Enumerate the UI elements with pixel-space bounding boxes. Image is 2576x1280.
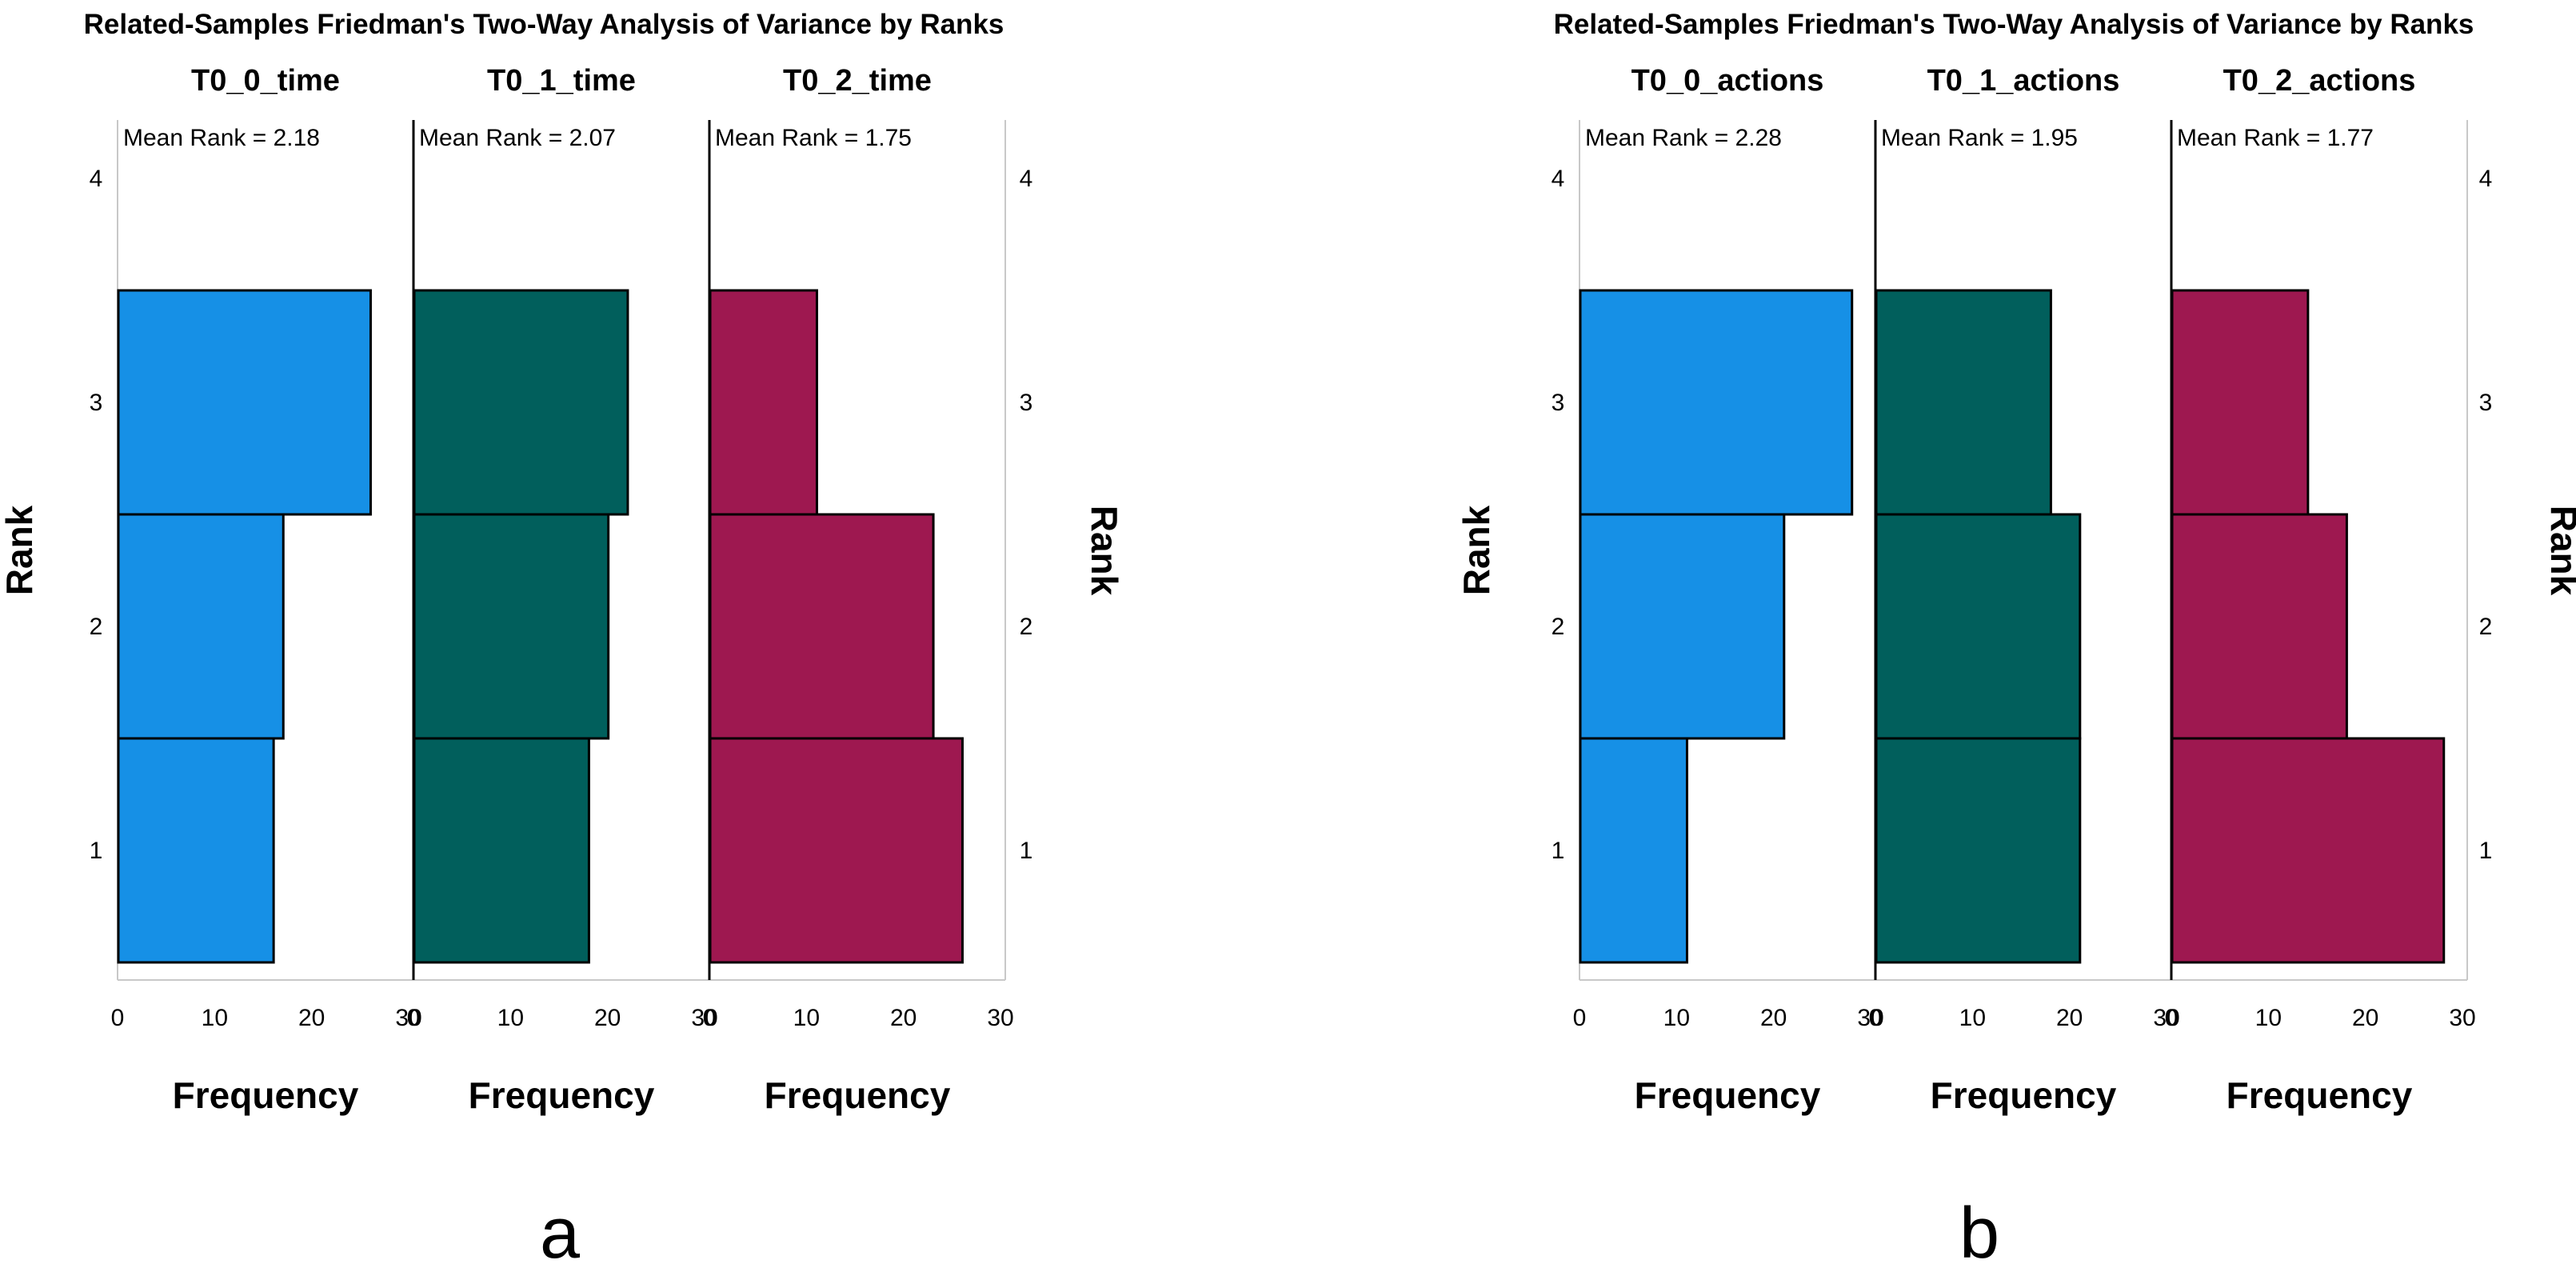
chart-title: Related-Samples Friedman's Two-Way Analy… [84, 9, 1004, 40]
rank-tick-label-right: 1 [1020, 838, 1033, 864]
x-tick-label: 0 [407, 1005, 421, 1031]
bar-rank-2 [2171, 513, 2348, 740]
rank-tick-label-left: 1 [90, 838, 103, 864]
rank-tick-label-left: 2 [1552, 614, 1565, 640]
rank-axis-title-right: Rank [1084, 506, 1125, 596]
rank-axis-title-right: Rank [2543, 506, 2576, 596]
x-tick-label: 0 [111, 1005, 125, 1031]
x-tick-label: 20 [1760, 1005, 1787, 1031]
rank-tick-label-right: 3 [1020, 390, 1033, 416]
rank-tick-label-left: 4 [90, 166, 103, 192]
x-tick-label: 10 [202, 1005, 228, 1031]
x-tick-label: 30 [691, 1005, 717, 1031]
x-axis-title: Frequency [765, 1074, 951, 1116]
panel-title: T0_2_time [783, 64, 932, 98]
bar-rank-1 [1875, 737, 2082, 964]
bar-rank-2 [117, 513, 285, 740]
chart-title: Related-Samples Friedman's Two-Way Analy… [1554, 9, 2474, 40]
rank-tick-label-right: 2 [1020, 614, 1033, 640]
panel-title: T0_1_time [487, 64, 636, 98]
panel-title: T0_0_actions [1631, 64, 1824, 98]
x-axis-title: Frequency [173, 1074, 359, 1116]
bar-rank-3 [413, 289, 629, 516]
bar-rank-2 [1579, 513, 1786, 740]
mean-rank-label: Mean Rank = 2.28 [1585, 125, 1782, 151]
x-axis-title: Frequency [1931, 1074, 2117, 1116]
bar-rank-1 [2171, 737, 2446, 964]
bar-rank-3 [709, 289, 818, 516]
x-tick-label: 30 [2153, 1005, 2179, 1031]
bar-rank-2 [1875, 513, 2082, 740]
x-tick-label: 0 [1573, 1005, 1587, 1031]
rank-tick-label-left: 2 [90, 614, 103, 640]
x-tick-label: 0 [1869, 1005, 1883, 1031]
x-tick-label: 30 [987, 1005, 1013, 1031]
bar-rank-2 [709, 513, 935, 740]
bar-rank-3 [1875, 289, 2052, 516]
x-tick-label: 0 [703, 1005, 717, 1031]
rank-tick-label-right: 4 [1020, 166, 1033, 192]
x-axis-title: Frequency [469, 1074, 655, 1116]
x-tick-label: 30 [395, 1005, 421, 1031]
rank-axis-title-left: Rank [1456, 505, 1497, 595]
x-axis-title: Frequency [1635, 1074, 1821, 1116]
x-tick-label: 20 [2352, 1005, 2378, 1031]
mean-rank-label: Mean Rank = 1.95 [1881, 125, 2078, 151]
panel-title: T0_0_time [191, 64, 340, 98]
rank-tick-label-right: 2 [2479, 614, 2493, 640]
x-tick-label: 10 [793, 1005, 820, 1031]
x-tick-label: 0 [2165, 1005, 2179, 1031]
rank-tick-label-right: 1 [2479, 838, 2493, 864]
x-tick-label: 20 [2056, 1005, 2083, 1031]
x-tick-label: 30 [1857, 1005, 1883, 1031]
mean-rank-label: Mean Rank = 1.77 [2177, 125, 2374, 151]
x-tick-label: 10 [497, 1005, 524, 1031]
x-tick-label: 10 [1663, 1005, 1690, 1031]
bar-rank-1 [1579, 737, 1688, 964]
figure-panel-label: b [1959, 1194, 1999, 1274]
figure-panel-label: a [540, 1194, 581, 1274]
bar-rank-3 [2171, 289, 2310, 516]
mean-rank-label: Mean Rank = 2.18 [123, 125, 320, 151]
rank-tick-label-left: 3 [1552, 390, 1565, 416]
rank-axis-title-left: Rank [0, 505, 40, 595]
rank-tick-label-right: 3 [2479, 390, 2493, 416]
bar-rank-3 [1579, 289, 1854, 516]
panel-title: T0_2_actions [2223, 64, 2416, 98]
x-tick-label: 20 [890, 1005, 917, 1031]
x-tick-label: 20 [594, 1005, 621, 1031]
bar-rank-2 [413, 513, 610, 740]
rank-tick-label-left: 1 [1552, 838, 1565, 864]
x-tick-label: 30 [2449, 1005, 2475, 1031]
mean-rank-label: Mean Rank = 2.07 [419, 125, 616, 151]
panel-title: T0_1_actions [1927, 64, 2120, 98]
rank-tick-label-left: 4 [1552, 166, 1565, 192]
bar-rank-3 [117, 289, 372, 516]
rank-tick-label-right: 4 [2479, 166, 2493, 192]
bar-rank-1 [709, 737, 964, 964]
x-tick-label: 20 [298, 1005, 325, 1031]
mean-rank-label: Mean Rank = 1.75 [715, 125, 912, 151]
bar-rank-1 [413, 737, 590, 964]
x-tick-label: 10 [2255, 1005, 2282, 1031]
rank-tick-label-left: 3 [90, 390, 103, 416]
bar-rank-1 [117, 737, 275, 964]
x-tick-label: 10 [1959, 1005, 1986, 1031]
x-axis-title: Frequency [2227, 1074, 2413, 1116]
